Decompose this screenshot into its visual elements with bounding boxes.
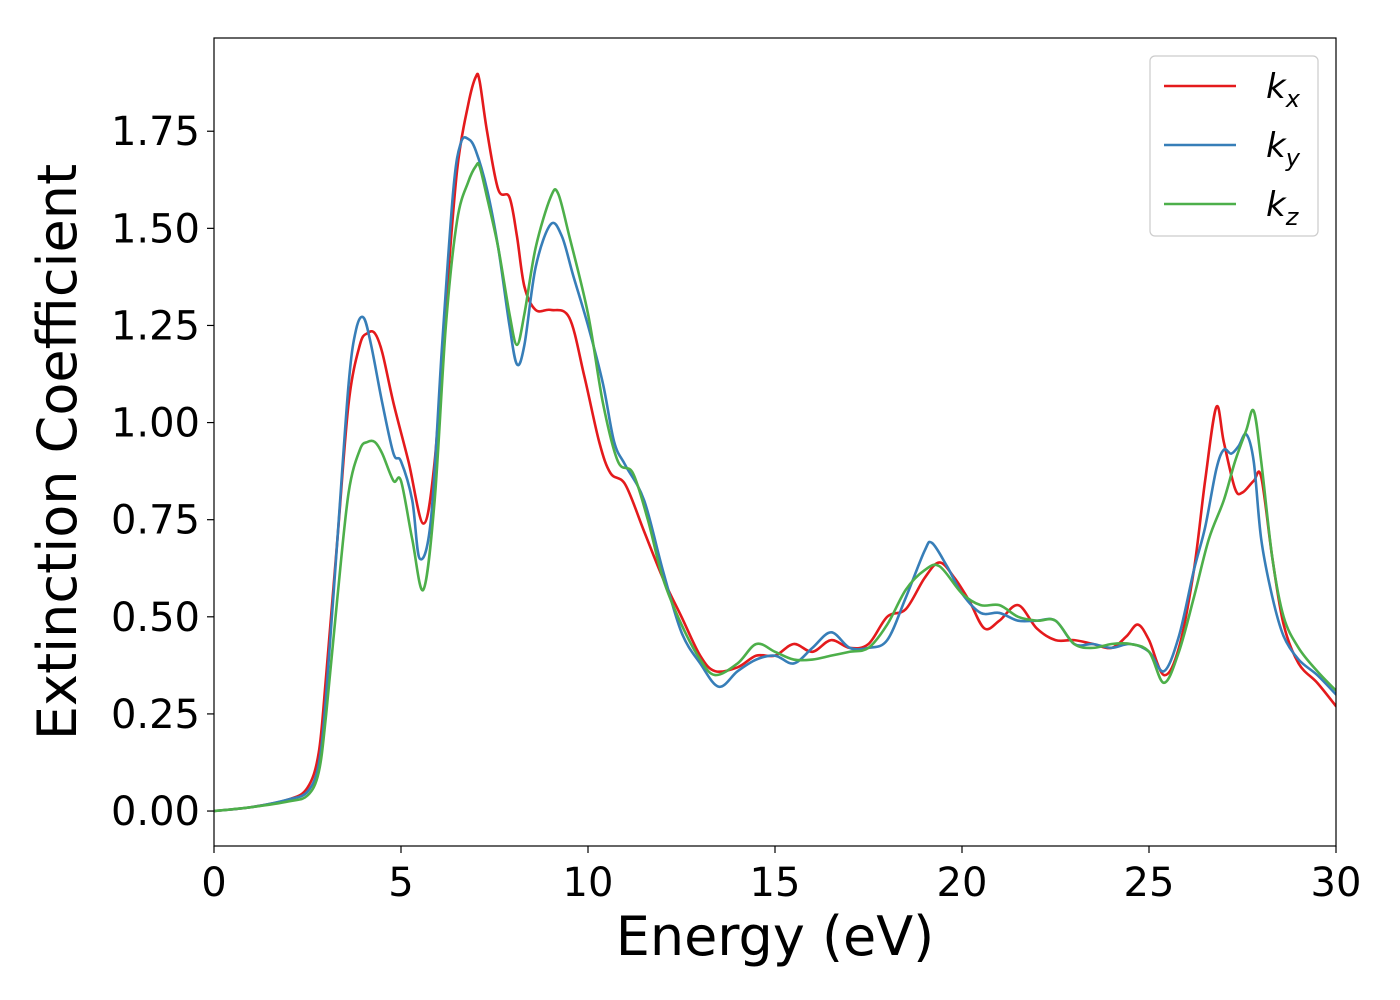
y-tick-label: 1.25 [111,303,200,349]
y-tick-label: 0.75 [111,498,200,544]
legend: kx ky kz [1149,55,1319,237]
x-tick-label: 15 [750,860,801,906]
y-axis-title: Extinction Coefficient [26,164,89,740]
y-tick-label: 1.50 [111,206,200,252]
x-axis-title: Energy (eV) [616,905,935,968]
y-tick-label: 0.00 [111,789,200,835]
x-tick-label: 30 [1311,860,1362,906]
legend-label-x: kx [1266,67,1301,113]
series-line-x [214,72,1336,813]
ticks-layer: 0 5 10 15 20 25 30 0.00 0.25 0.50 0.75 1.00 1.25 1.50… [111,109,1362,906]
series-line-y [214,136,1336,813]
y-tick-label: 0.50 [111,595,200,641]
x-tick-label: 0 [201,860,226,906]
y-tick-label: 0.25 [111,692,200,738]
series-layer [214,72,1336,813]
x-tick-label: 10 [563,860,614,906]
series-line-z [214,161,1336,813]
y-tick-label: 1.00 [111,401,200,447]
x-tick-label: 5 [388,860,413,906]
x-tick-label: 25 [1124,860,1175,906]
legend-label-z: kz [1266,185,1300,231]
x-tick-label: 20 [937,860,988,906]
legend-label-y: ky [1266,126,1301,172]
y-tick-label: 1.75 [111,109,200,155]
